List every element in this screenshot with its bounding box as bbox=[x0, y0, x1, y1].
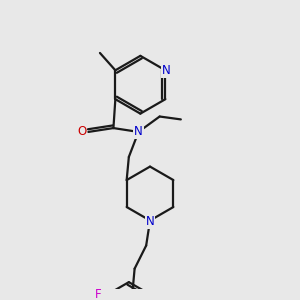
Text: N: N bbox=[146, 215, 154, 228]
Text: N: N bbox=[134, 125, 143, 138]
Text: O: O bbox=[77, 125, 86, 138]
Text: N: N bbox=[162, 64, 171, 77]
Text: F: F bbox=[95, 288, 102, 300]
